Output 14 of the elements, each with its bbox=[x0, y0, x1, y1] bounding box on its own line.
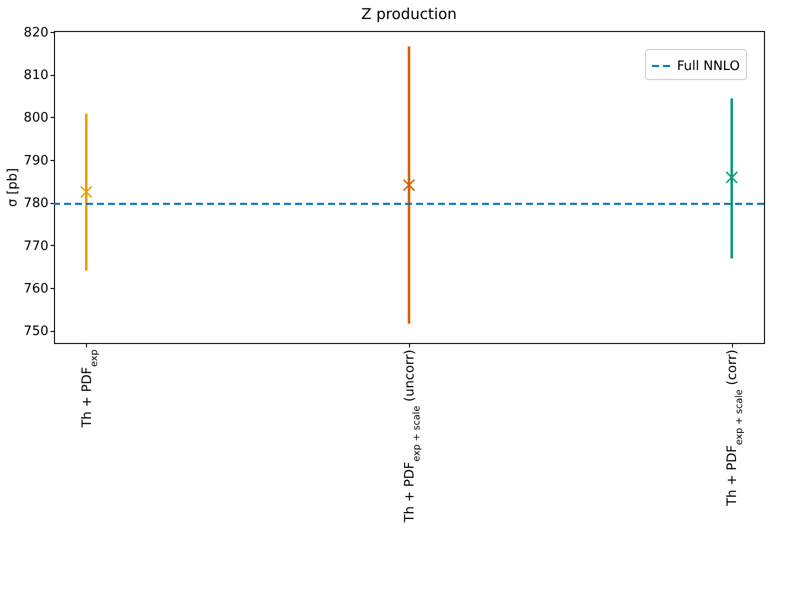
point bbox=[726, 171, 738, 184]
chart-title: Z production bbox=[361, 4, 457, 23]
y-tick-label: 790 bbox=[24, 153, 48, 168]
y-tick-label: 780 bbox=[24, 196, 48, 212]
point bbox=[402, 178, 416, 192]
y-axis-title: σ [pb] bbox=[6, 168, 21, 208]
y-tick-label: 800 bbox=[24, 110, 48, 126]
y-tick-label: 750 bbox=[24, 324, 48, 340]
y-tick-label: 820 bbox=[24, 25, 48, 40]
y-tick-label: 770 bbox=[24, 238, 48, 254]
y-tick-label: 760 bbox=[24, 281, 48, 296]
y-tick-label: 810 bbox=[24, 68, 48, 84]
legend-label: Full NNLO bbox=[677, 59, 740, 74]
point bbox=[80, 186, 92, 198]
